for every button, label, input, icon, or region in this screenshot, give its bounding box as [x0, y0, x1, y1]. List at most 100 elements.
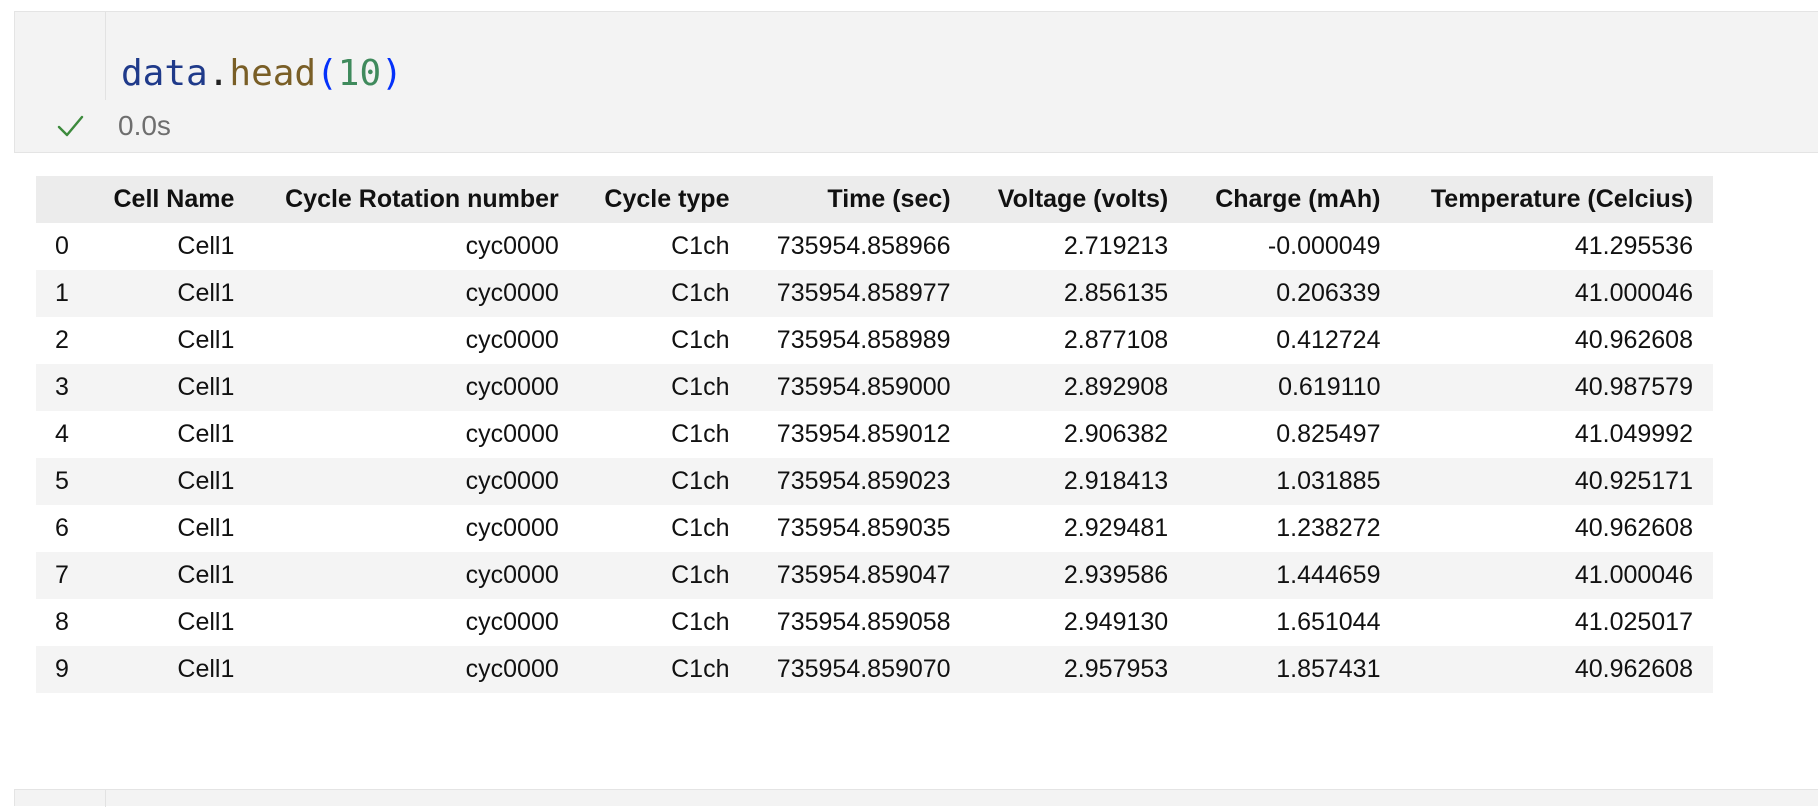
table-row: 8 Cell1 cyc0000 C1ch 735954.859058 2.949130 1.… [36, 599, 1713, 646]
table-cell: cyc0000 [465, 514, 559, 542]
cell-gutter-divider [105, 790, 106, 807]
table-cell: cyc0000 [465, 420, 559, 448]
table-cell: 2.877108 [1063, 326, 1169, 354]
code-cell[interactable]: data.head(10) [14, 11, 1818, 153]
code-editor[interactable]: data.head(10) [121, 50, 403, 98]
table-header-row: Cell Name Cycle Rotation number Cycle type… [36, 176, 1713, 223]
table-cell: 735954.858966 [776, 232, 951, 260]
table-cell: 41.049992 [1574, 420, 1693, 448]
table-cell: 1.238272 [1276, 514, 1381, 542]
table-cell: 2.856135 [1063, 279, 1169, 307]
table-cell: 735954.859000 [776, 373, 951, 401]
table-cell: Cell1 [177, 420, 235, 448]
code-token-variable: data [121, 53, 208, 94]
table-cell: 735954.858989 [776, 326, 951, 354]
table-cell: 735954.859070 [776, 655, 951, 683]
table-cell: -0.000049 [1267, 232, 1381, 260]
table-cell: 2.892908 [1063, 373, 1169, 401]
table-cell: C1ch [671, 467, 730, 495]
table-cell: 41.295536 [1574, 232, 1693, 260]
next-code-cell[interactable] [14, 789, 1818, 807]
table-cell: Cell1 [177, 608, 235, 636]
table-cell: 1.651044 [1276, 608, 1381, 636]
table-cell: Cell1 [177, 232, 235, 260]
table-cell: cyc0000 [465, 467, 559, 495]
table-cell: C1ch [671, 420, 730, 448]
table-cell: 41.000046 [1574, 561, 1693, 589]
table-cell: 1.857431 [1276, 655, 1381, 683]
row-index: 8 [55, 608, 69, 636]
table-cell: cyc0000 [465, 608, 559, 636]
dataframe-output-table: Cell Name Cycle Rotation number Cycle type… [36, 176, 1713, 693]
table-cell: 41.000046 [1574, 279, 1693, 307]
table-cell: cyc0000 [465, 655, 559, 683]
table-cell: C1ch [671, 232, 730, 260]
column-header: Charge (mAh) [1215, 185, 1381, 213]
table-cell: C1ch [671, 514, 730, 542]
table-cell: 1.031885 [1276, 467, 1381, 495]
table-cell: 41.025017 [1574, 608, 1693, 636]
table-cell: C1ch [671, 561, 730, 589]
row-index: 2 [55, 326, 69, 354]
table-cell: cyc0000 [465, 561, 559, 589]
table-cell: 2.949130 [1063, 608, 1169, 636]
table-row: 1 Cell1 cyc0000 C1ch 735954.858977 2.856135 0.… [36, 270, 1713, 317]
table-cell: C1ch [671, 655, 730, 683]
table-cell: C1ch [671, 326, 730, 354]
column-header: Cycle Rotation number [285, 185, 559, 213]
table-cell: Cell1 [177, 655, 235, 683]
column-header: Temperature (Celcius) [1430, 185, 1693, 213]
table-cell: cyc0000 [465, 326, 559, 354]
table-cell: Cell1 [177, 561, 235, 589]
table-cell: Cell1 [177, 279, 235, 307]
table-cell: cyc0000 [465, 279, 559, 307]
table-row: 4 Cell1 cyc0000 C1ch 735954.859012 2.906382 0.… [36, 411, 1713, 458]
row-index: 0 [55, 232, 69, 260]
cell-gutter-divider [105, 12, 106, 100]
table-row: 0 Cell1 cyc0000 C1ch 735954.858966 2.719213 -0… [36, 223, 1713, 270]
row-index: 9 [55, 655, 69, 683]
row-index: 7 [55, 561, 69, 589]
table-cell: cyc0000 [465, 232, 559, 260]
table-cell: C1ch [671, 608, 730, 636]
table-cell: 2.906382 [1063, 420, 1169, 448]
table-cell: 40.962608 [1574, 655, 1693, 683]
table-row: 7 Cell1 cyc0000 C1ch 735954.859047 2.939586 1.… [36, 552, 1713, 599]
table-cell: Cell1 [177, 514, 235, 542]
table-cell: Cell1 [177, 467, 235, 495]
row-index: 6 [55, 514, 69, 542]
table-row: 6 Cell1 cyc0000 C1ch 735954.859035 2.929481 1.… [36, 505, 1713, 552]
table-cell: 735954.859058 [776, 608, 951, 636]
execution-status: 0.0s [56, 108, 171, 144]
table-cell: 2.957953 [1063, 655, 1169, 683]
table-row: 5 Cell1 cyc0000 C1ch 735954.859023 2.918413 1.… [36, 458, 1713, 505]
table-cell: Cell1 [177, 373, 235, 401]
table-body: 0 Cell1 cyc0000 C1ch 735954.858966 2.719213 -0… [36, 223, 1713, 693]
table-cell: Cell1 [177, 326, 235, 354]
table-cell: 0.619110 [1278, 373, 1381, 401]
table-cell: 735954.859012 [776, 420, 951, 448]
code-token-number: 10 [337, 53, 382, 94]
execution-time: 0.0s [118, 110, 171, 141]
table-cell: 2.939586 [1063, 561, 1169, 589]
check-icon [57, 115, 84, 137]
table-cell: C1ch [671, 279, 730, 307]
column-header: Time (sec) [827, 185, 951, 213]
column-header: Cycle type [604, 185, 730, 213]
row-index: 5 [55, 467, 69, 495]
table-cell: 0.412724 [1276, 326, 1381, 354]
row-index: 4 [55, 420, 69, 448]
row-index: 3 [55, 373, 69, 401]
table-cell: 0.206339 [1276, 279, 1381, 307]
code-token-function: head [229, 53, 317, 94]
table-cell: 735954.859035 [776, 514, 951, 542]
table-cell: 40.987579 [1574, 373, 1693, 401]
table-cell: 2.929481 [1063, 514, 1169, 542]
column-header: Cell Name [113, 185, 235, 213]
table-row: 3 Cell1 cyc0000 C1ch 735954.859000 2.892908 0.… [36, 364, 1713, 411]
code-token-open-paren: ( [316, 53, 338, 94]
table-cell: 1.444659 [1276, 561, 1381, 589]
table-cell: 40.962608 [1574, 514, 1693, 542]
table-cell: 2.719213 [1063, 232, 1169, 260]
table-cell: cyc0000 [465, 373, 559, 401]
